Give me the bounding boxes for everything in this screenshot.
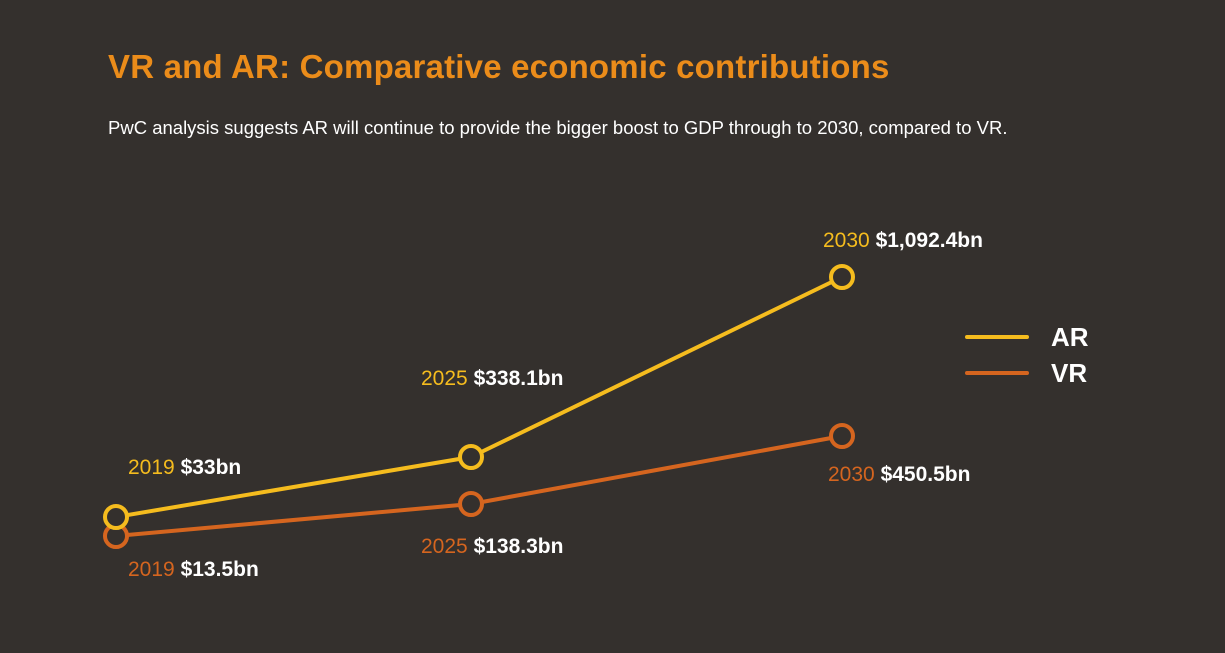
data-point-vr-2030 [829,423,855,449]
data-label-value: $33bn [181,456,242,479]
data-label-ar-2025: 2025 $338.1bn [421,367,563,390]
data-label-value: $13.5bn [181,558,259,581]
data-label-value: $138.3bn [474,535,564,558]
chart-subtitle: PwC analysis suggests AR will continue t… [108,117,1008,138]
data-label-ar-2030: 2030 $1,092.4bn [823,229,983,252]
data-label-year: 2019 [128,558,181,581]
data-point-vr-2025 [458,491,484,517]
legend: AR VR [965,322,1089,388]
data-label-year: 2025 [421,367,474,390]
data-label-vr-2019: 2019 $13.5bn [128,558,259,581]
data-label-year: 2019 [128,456,181,479]
data-label-value: $450.5bn [881,463,971,486]
data-label-ar-2019: 2019 $33bn [128,456,241,479]
data-point-ar-2019 [103,504,129,530]
data-label-value: $1,092.4bn [876,229,983,252]
data-label-vr-2030: 2030 $450.5bn [828,463,970,486]
series-line-ar [115,275,843,519]
legend-label-vr: VR [1051,358,1087,388]
data-label-year: 2030 [823,229,876,252]
chart-title: VR and AR: Comparative economic contribu… [108,48,890,85]
data-label-year: 2030 [828,463,881,486]
legend-label-ar: AR [1051,322,1089,352]
series-points [103,264,855,549]
data-label-vr-2025: 2025 $138.3bn [421,535,563,558]
data-point-ar-2025 [458,444,484,470]
data-label-year: 2025 [421,535,474,558]
data-point-ar-2030 [829,264,855,290]
data-label-value: $338.1bn [474,367,564,390]
